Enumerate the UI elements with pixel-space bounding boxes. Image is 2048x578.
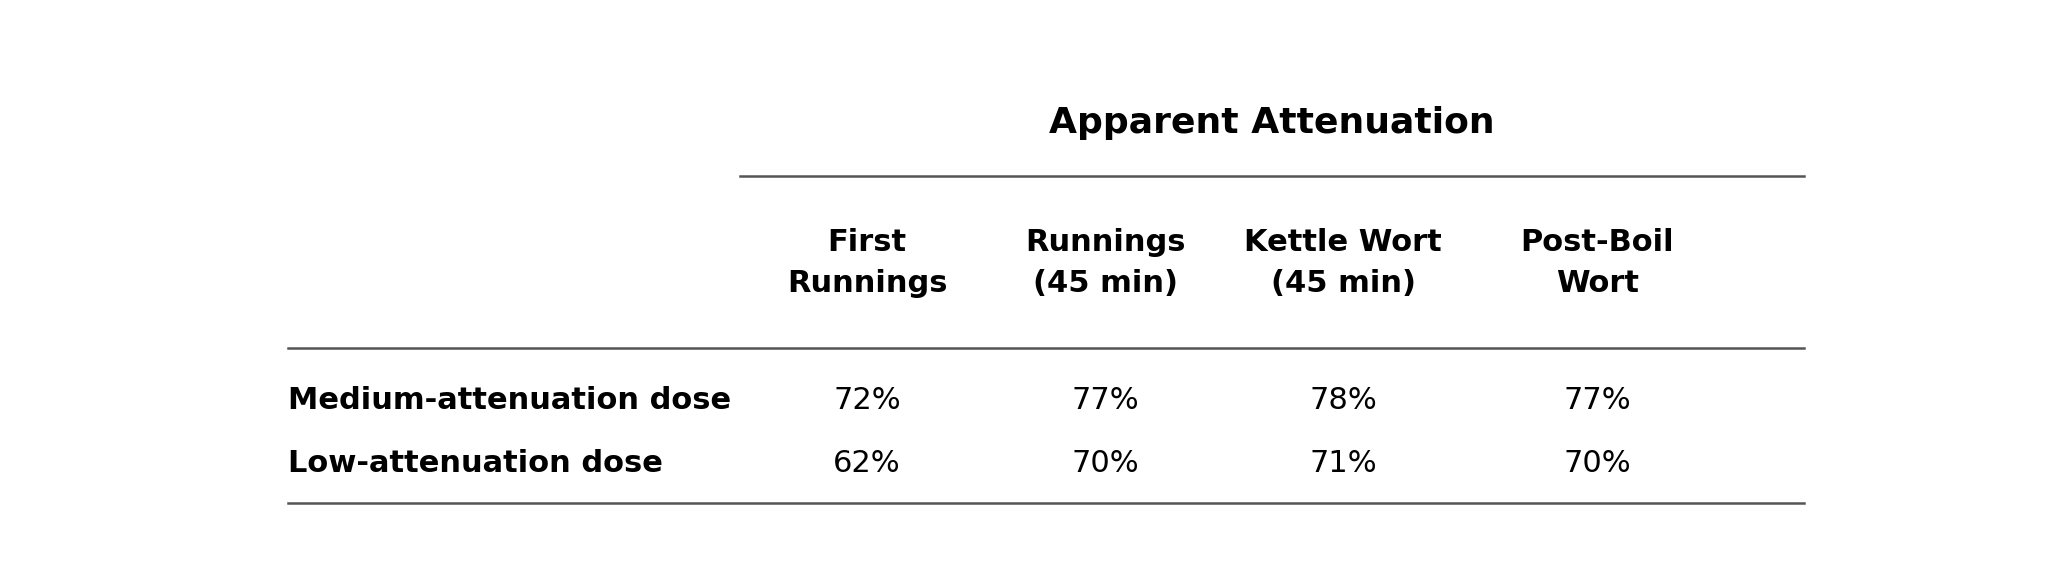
Text: 77%: 77% [1071,387,1139,416]
Text: Runnings
(45 min): Runnings (45 min) [1024,228,1186,298]
Text: 70%: 70% [1563,449,1630,478]
Text: 70%: 70% [1071,449,1139,478]
Text: 71%: 71% [1309,449,1376,478]
Text: 62%: 62% [834,449,901,478]
Text: 72%: 72% [834,387,901,416]
Text: Kettle Wort
(45 min): Kettle Wort (45 min) [1245,228,1442,298]
Text: Post-Boil
Wort: Post-Boil Wort [1520,228,1673,298]
Text: Medium-attenuation dose: Medium-attenuation dose [287,387,731,416]
Text: 77%: 77% [1563,387,1630,416]
Text: Low-attenuation dose: Low-attenuation dose [287,449,664,478]
Text: 78%: 78% [1309,387,1376,416]
Text: Apparent Attenuation: Apparent Attenuation [1049,106,1495,140]
Text: First
Runnings: First Runnings [786,228,948,298]
